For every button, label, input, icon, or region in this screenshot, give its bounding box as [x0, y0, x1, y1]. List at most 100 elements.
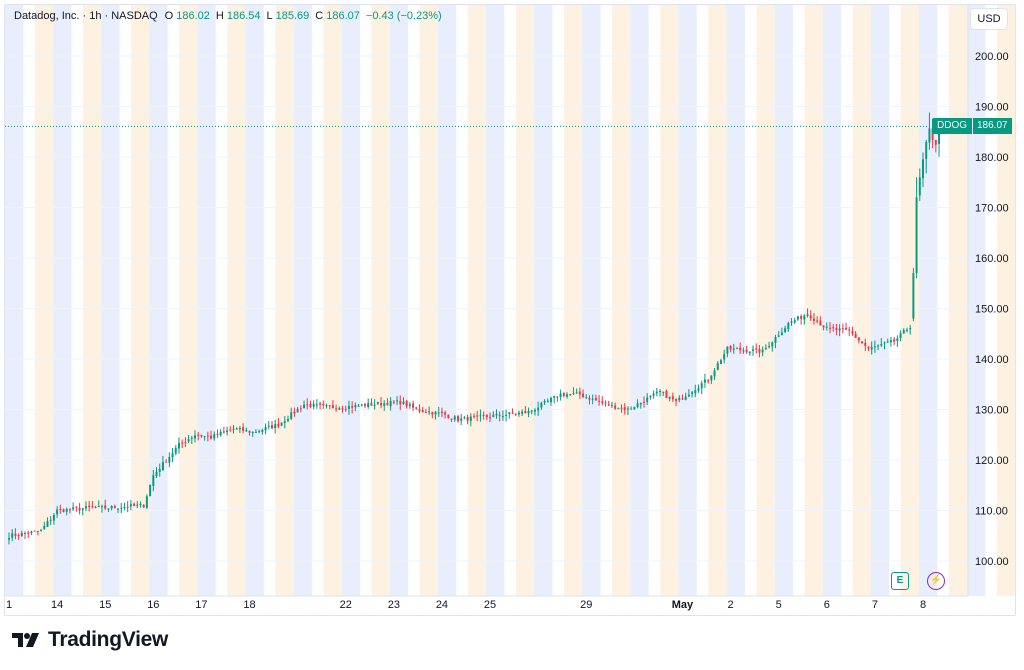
candle-body: [274, 424, 277, 429]
candle-body: [78, 507, 81, 511]
tradingview-logo[interactable]: TradingView: [12, 628, 168, 652]
candle-body: [877, 345, 880, 347]
candle-body: [43, 526, 46, 529]
candle-body: [553, 395, 556, 398]
candle-body: [659, 391, 662, 393]
candle-body: [857, 337, 860, 341]
candle-body: [578, 391, 581, 395]
candle-body: [52, 515, 55, 521]
earnings-icon[interactable]: E: [891, 572, 909, 590]
candle-body: [758, 349, 761, 353]
legend-high-label: H: [215, 10, 224, 22]
candle-body: [812, 318, 815, 321]
post-market-band: [996, 5, 1016, 596]
candle-body: [633, 407, 636, 410]
candle-body: [838, 328, 841, 331]
candle-body: [11, 533, 14, 538]
candle-body: [306, 404, 309, 406]
candle-body: [120, 507, 123, 509]
candle-body: [687, 394, 690, 397]
candle-body: [671, 396, 674, 400]
post-market-band: [131, 5, 150, 596]
candle-body: [24, 532, 27, 534]
lightning-icon[interactable]: ⚡: [927, 572, 945, 590]
candle-body: [845, 327, 848, 330]
candle-body: [469, 416, 472, 421]
candle-body: [835, 328, 838, 331]
candle-body: [27, 532, 30, 535]
candle-body: [46, 521, 49, 527]
candle-body: [707, 380, 710, 382]
candle-body: [161, 461, 164, 470]
candle-body: [793, 320, 796, 323]
candle-body: [184, 442, 187, 444]
candle-body: [598, 400, 601, 402]
pre-market-band: [870, 5, 890, 596]
candle-body: [412, 403, 415, 408]
candle-body: [309, 404, 312, 407]
x-tick-label: 18: [243, 599, 255, 611]
candle-body: [344, 408, 347, 410]
candle-body: [328, 405, 331, 407]
pre-market-band: [341, 5, 361, 596]
tradingview-logo-icon: [12, 633, 39, 647]
candle-body: [33, 530, 36, 532]
pre-market-band: [197, 5, 216, 596]
x-tick-label: 1: [6, 599, 12, 611]
candle-body: [473, 415, 476, 417]
pre-market-band: [774, 5, 793, 596]
candle-body: [530, 410, 533, 412]
candle-body: [768, 346, 771, 348]
post-market-band: [852, 5, 871, 596]
candle-body: [883, 342, 886, 344]
candle-body: [158, 468, 161, 472]
candle-body: [277, 423, 280, 427]
currency-button[interactable]: USD: [970, 8, 1008, 30]
candle-body: [819, 320, 822, 326]
pre-market-band: [822, 5, 842, 596]
candle-body: [91, 506, 94, 508]
x-tick-label: 7: [872, 599, 878, 611]
candle-body: [739, 347, 742, 351]
candle-body: [287, 418, 290, 421]
candle-body: [719, 360, 722, 364]
candle-body: [421, 410, 424, 412]
x-tick-label: 14: [51, 599, 63, 611]
candle-body: [841, 328, 844, 330]
candle-body: [56, 509, 59, 515]
pre-market-band: [245, 5, 264, 596]
candle-body: [338, 408, 341, 410]
candle-body: [235, 428, 238, 430]
candle-body: [691, 392, 694, 394]
candle-body: [428, 411, 431, 413]
candle-body: [527, 411, 530, 414]
y-tick-label: 150.00: [975, 304, 1009, 316]
candle-body: [84, 506, 87, 509]
y-tick-label: 170.00: [975, 203, 1009, 215]
candle-body: [65, 508, 68, 512]
candle-body: [572, 393, 575, 395]
candle-body: [187, 439, 190, 442]
candle-body: [303, 404, 306, 409]
candle-body: [97, 506, 100, 508]
candle-body: [485, 415, 488, 418]
candle-body: [909, 328, 912, 330]
legend-open-value: 186.02: [176, 10, 210, 22]
candle-body: [81, 508, 84, 510]
pre-market-band: [919, 5, 938, 596]
candle-body: [761, 349, 764, 353]
candle-body: [254, 431, 257, 433]
legend-open-label: O: [164, 10, 174, 22]
post-market-band: [34, 5, 54, 596]
x-tick-label: May: [672, 599, 694, 611]
candle-body: [652, 393, 655, 396]
post-market-band: [515, 5, 535, 596]
candle-body: [489, 417, 492, 419]
candle-body: [216, 434, 219, 436]
candle-body: [809, 315, 812, 319]
candle-body: [88, 505, 91, 508]
candle-body: [396, 400, 399, 402]
candle-body: [854, 333, 857, 338]
pre-market-band: [437, 5, 457, 596]
